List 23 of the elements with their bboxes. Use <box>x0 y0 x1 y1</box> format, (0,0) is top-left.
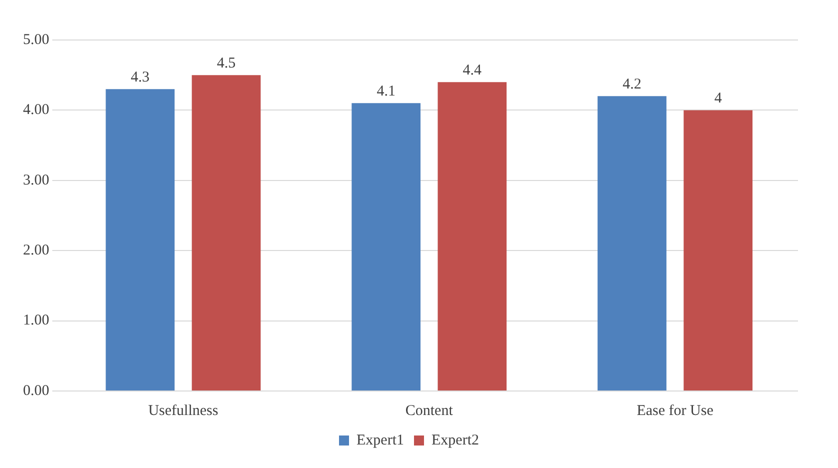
data-label: 4 <box>714 90 722 107</box>
data-label: 4.4 <box>462 62 482 79</box>
bar <box>192 75 261 390</box>
y-tick-label: 0.00 <box>23 382 50 399</box>
x-tick-label: Ease for Use <box>636 402 714 419</box>
legend-label: Expert2 <box>432 432 479 448</box>
x-tick-label: Content <box>405 402 454 419</box>
bar <box>684 110 753 390</box>
bar <box>598 96 666 390</box>
bar <box>106 89 175 390</box>
y-tick-label: 3.00 <box>23 172 50 188</box>
y-tick-label: 5.00 <box>23 32 50 48</box>
data-label: 4.3 <box>130 70 150 86</box>
x-tick-label: Usefullness <box>148 402 218 419</box>
y-tick-label: 1.00 <box>23 312 50 329</box>
data-label: 4.5 <box>216 56 236 72</box>
data-label: 4.2 <box>622 76 642 93</box>
y-tick-label: 2.00 <box>23 242 50 259</box>
bar <box>352 103 421 390</box>
y-tick-label: 4.00 <box>23 102 50 118</box>
bar <box>438 82 507 390</box>
data-label: 4.1 <box>376 84 396 100</box>
legend-label: Expert1 <box>356 432 404 448</box>
